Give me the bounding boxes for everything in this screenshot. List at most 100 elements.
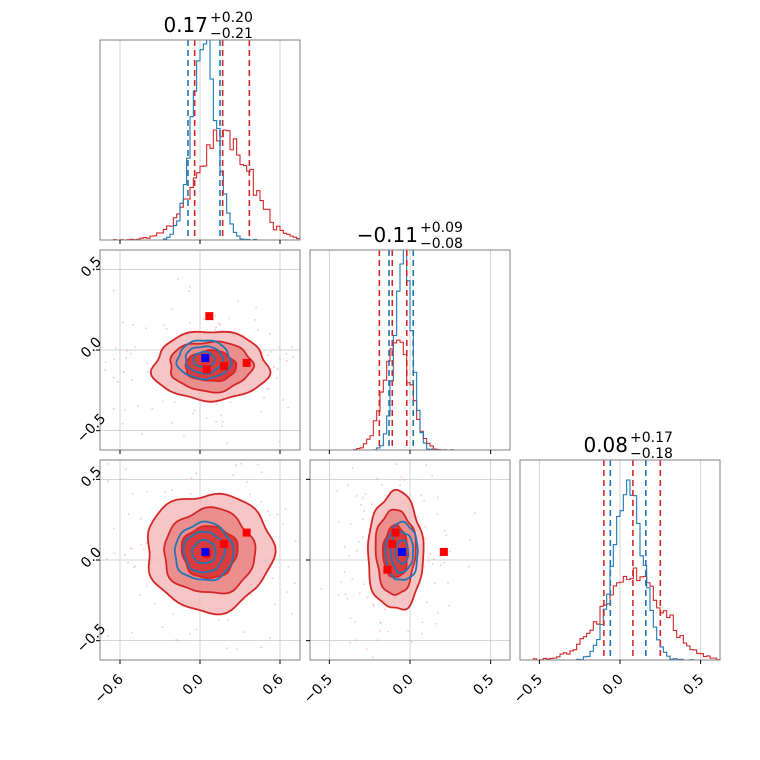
- sample-point: [145, 327, 148, 330]
- sample-point: [164, 490, 167, 493]
- y-tick-label: −0.5: [74, 621, 109, 656]
- sample-point: [361, 518, 364, 521]
- sample-point: [432, 558, 435, 561]
- sample-point: [447, 581, 449, 584]
- sample-point: [260, 500, 263, 503]
- sample-point: [143, 548, 145, 551]
- sample-point: [282, 522, 285, 525]
- x-tick-label: −0.6: [91, 671, 126, 706]
- sample-point: [260, 646, 263, 649]
- sample-point: [127, 561, 129, 564]
- sample-point: [372, 604, 375, 607]
- sample-point: [381, 483, 383, 486]
- sample-point: [376, 477, 378, 480]
- sample-point: [279, 358, 281, 360]
- sample-point: [146, 371, 149, 373]
- x-tick-label: 0.0: [390, 672, 417, 699]
- sample-point: [403, 479, 406, 481]
- panel-title: −0.11 +0.09−0.08: [357, 220, 463, 252]
- sample-point: [139, 518, 142, 520]
- sample-point: [240, 462, 242, 465]
- red-marker: [383, 565, 392, 574]
- sample-point: [285, 352, 288, 355]
- grid-lines: [538, 460, 702, 660]
- sample-point: [399, 479, 401, 481]
- sample-point: [229, 401, 232, 404]
- x-axis-ticks: [328, 450, 492, 454]
- sample-point: [440, 564, 442, 567]
- sample-point: [387, 630, 390, 633]
- sample-point: [153, 602, 156, 605]
- x-tick-label: −0.5: [511, 672, 546, 707]
- sample-point: [217, 618, 220, 621]
- sample-point: [139, 594, 141, 597]
- red-marker: [205, 312, 214, 321]
- sample-point: [292, 356, 295, 358]
- sample-point: [219, 323, 222, 326]
- sample-point: [431, 474, 434, 477]
- sample-point: [354, 639, 357, 641]
- sample-point: [235, 648, 238, 651]
- histogram-red: [520, 567, 721, 661]
- sample-point: [112, 407, 115, 410]
- sample-point: [364, 493, 367, 496]
- sample-point: [250, 594, 252, 597]
- sample-point: [400, 475, 403, 478]
- sample-point: [356, 495, 358, 497]
- red-marker: [388, 539, 397, 548]
- sample-point: [226, 442, 229, 445]
- sample-point: [278, 440, 281, 443]
- sample-point: [237, 300, 240, 302]
- sample-point: [434, 622, 437, 625]
- sample-point: [215, 420, 217, 423]
- sample-point: [436, 496, 439, 499]
- sample-point: [214, 328, 217, 331]
- sample-point: [347, 484, 350, 486]
- sample-point: [146, 490, 149, 493]
- sample-point: [474, 512, 477, 515]
- sample-point: [232, 474, 235, 477]
- sample-point: [361, 536, 364, 538]
- sample-point: [346, 597, 349, 600]
- x-tick-label: 0.6: [260, 671, 287, 698]
- sample-point: [363, 510, 366, 512]
- sample-point: [260, 410, 263, 413]
- sample-point: [261, 352, 264, 354]
- sample-point: [189, 285, 191, 288]
- x-tick-label: 0.0: [180, 672, 207, 699]
- x-axis-ticks: −0.5 0.0 0.5: [511, 660, 707, 707]
- sample-point: [195, 472, 198, 475]
- sample-point: [123, 553, 126, 556]
- sample-point: [145, 585, 148, 587]
- sample-point: [290, 346, 293, 349]
- sample-point: [140, 543, 143, 546]
- sample-point: [132, 323, 134, 326]
- sample-point: [177, 639, 180, 642]
- sample-point: [337, 520, 340, 523]
- sample-point: [351, 467, 354, 470]
- sample-point: [171, 308, 174, 310]
- sample-point: [339, 581, 342, 584]
- sample-point: [255, 306, 258, 309]
- title-minus: −0.21: [210, 26, 253, 42]
- sample-point: [279, 429, 281, 432]
- x-tick-label: 0.0: [600, 672, 627, 699]
- blue-contour: [394, 539, 410, 565]
- x-tick-label: 0.5: [680, 672, 707, 699]
- sample-point: [126, 349, 128, 352]
- sample-point: [195, 628, 198, 631]
- sample-point: [448, 550, 451, 553]
- sample-point: [448, 604, 450, 607]
- x-tick-label: 0.5: [470, 672, 497, 699]
- panel-title: 0.17 +0.20−0.21: [163, 10, 252, 42]
- sample-point: [376, 639, 379, 642]
- sample-point: [349, 617, 352, 620]
- sample-point: [188, 290, 190, 293]
- sample-point: [205, 417, 208, 419]
- sample-point: [354, 620, 357, 623]
- sample-point: [131, 493, 134, 496]
- sample-point: [445, 534, 448, 537]
- sample-point: [193, 409, 196, 412]
- sample-point: [131, 631, 134, 634]
